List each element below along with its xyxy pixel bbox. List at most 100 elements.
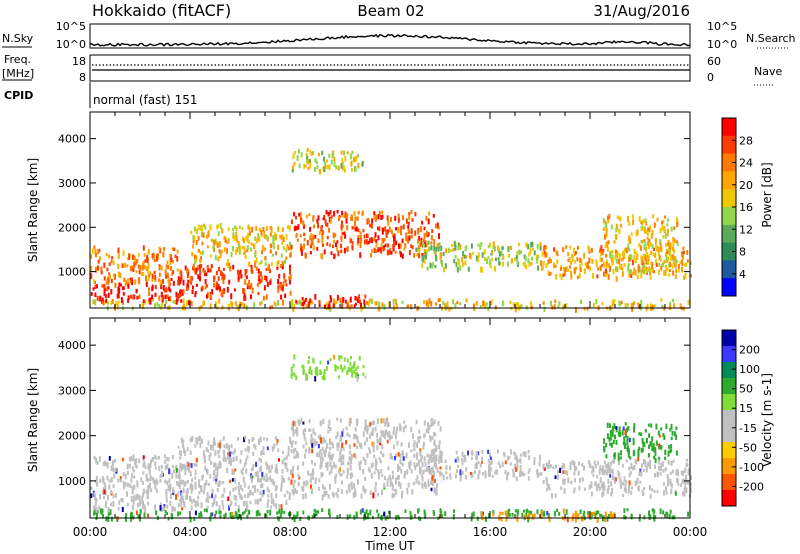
echo-cell	[96, 481, 99, 487]
echo-cell	[670, 460, 673, 466]
echo-cell	[214, 475, 217, 479]
echo-cell	[672, 242, 675, 247]
echo-cell	[525, 513, 528, 517]
echo-cell	[275, 233, 278, 240]
echo-cell	[312, 468, 314, 474]
echo-cell	[670, 483, 673, 488]
echo-cell	[645, 251, 648, 256]
echo-cell	[200, 485, 203, 489]
echo-cell	[381, 489, 384, 496]
echo-cell	[318, 486, 321, 491]
echo-cell	[507, 471, 510, 476]
echo-cell	[170, 277, 173, 281]
echo-cell	[308, 355, 310, 359]
echo-cell	[178, 485, 181, 490]
echo-cell	[349, 367, 352, 372]
echo-cell	[653, 509, 656, 513]
echo-cell	[146, 257, 149, 264]
echo-cell	[145, 476, 148, 482]
echo-cell	[530, 510, 533, 515]
echo-cell	[579, 478, 582, 483]
echo-cell	[259, 468, 262, 472]
echo-cell	[257, 291, 260, 296]
echo-cell	[108, 479, 111, 483]
echo-cell	[164, 269, 167, 276]
echo-cell	[108, 262, 111, 266]
echo-cell	[658, 465, 660, 471]
echo-cell	[195, 283, 198, 287]
echo-cell	[265, 513, 268, 519]
echo-cell	[356, 436, 359, 443]
echo-cell	[477, 243, 480, 247]
echo-cell	[395, 430, 398, 435]
echo-cell	[206, 284, 208, 288]
echo-cell	[646, 259, 649, 265]
echo-cell	[300, 245, 303, 251]
echo-cell	[146, 489, 149, 494]
echo-cell	[311, 442, 314, 448]
echo-cell	[293, 212, 296, 217]
echo-cell	[603, 460, 606, 465]
echo-cell	[107, 516, 110, 522]
echo-cell	[632, 437, 635, 442]
echo-cell	[663, 270, 666, 274]
echo-cell	[340, 228, 343, 232]
echo-cell	[649, 276, 652, 280]
echo-cell	[549, 464, 552, 468]
echo-cell	[240, 450, 243, 455]
echo-cell	[339, 467, 341, 472]
echo-cell	[444, 511, 447, 517]
echo-cell	[239, 459, 242, 464]
echo-cell	[338, 216, 340, 222]
echo-cell	[592, 474, 595, 478]
echo-cell	[433, 487, 436, 493]
echo-cell	[354, 454, 357, 459]
echo-cell	[213, 476, 216, 481]
echo-cell	[420, 240, 423, 246]
echo-cell	[625, 480, 628, 484]
echo-cell	[94, 248, 97, 255]
echo-cell	[366, 233, 369, 239]
echo-cell	[90, 267, 93, 272]
echo-cell	[133, 261, 136, 268]
echo-cell	[617, 431, 620, 436]
echo-cell	[247, 224, 250, 230]
echo-cell	[258, 228, 261, 232]
echo-cell	[637, 452, 640, 458]
echo-cell	[295, 453, 298, 459]
echo-cell	[272, 243, 275, 250]
echo-cell	[118, 282, 121, 288]
echo-cell	[207, 482, 210, 486]
echo-cell	[353, 157, 356, 163]
echo-cell	[321, 472, 324, 477]
echo-cell	[641, 440, 644, 444]
echo-cell	[307, 159, 310, 165]
echo-cell	[671, 469, 674, 474]
echo-cell	[555, 464, 557, 469]
echo-cell	[514, 509, 517, 513]
echo-cell	[105, 252, 108, 256]
echo-cell	[369, 490, 372, 495]
echo-cell	[381, 240, 384, 244]
echo-cell	[216, 488, 219, 492]
echo-cell	[654, 238, 657, 244]
echo-cell	[209, 474, 212, 479]
echo-cell	[340, 249, 343, 254]
echo-cell	[346, 475, 349, 479]
echo-cell	[200, 226, 203, 231]
echo-cell	[232, 264, 235, 270]
echo-cell	[434, 265, 437, 269]
echo-cell	[203, 482, 206, 487]
echo-cell	[675, 469, 678, 476]
echo-cell	[515, 255, 518, 260]
echo-cell	[423, 248, 426, 255]
echo-cell	[547, 270, 550, 276]
echo-cell	[430, 247, 433, 251]
echo-cell	[647, 240, 650, 246]
echo-cell	[204, 225, 207, 230]
echo-cell	[173, 469, 175, 474]
echo-cell	[628, 235, 631, 241]
echo-cell	[578, 272, 581, 279]
echo-cell	[448, 307, 451, 312]
echo-cell	[230, 458, 233, 463]
